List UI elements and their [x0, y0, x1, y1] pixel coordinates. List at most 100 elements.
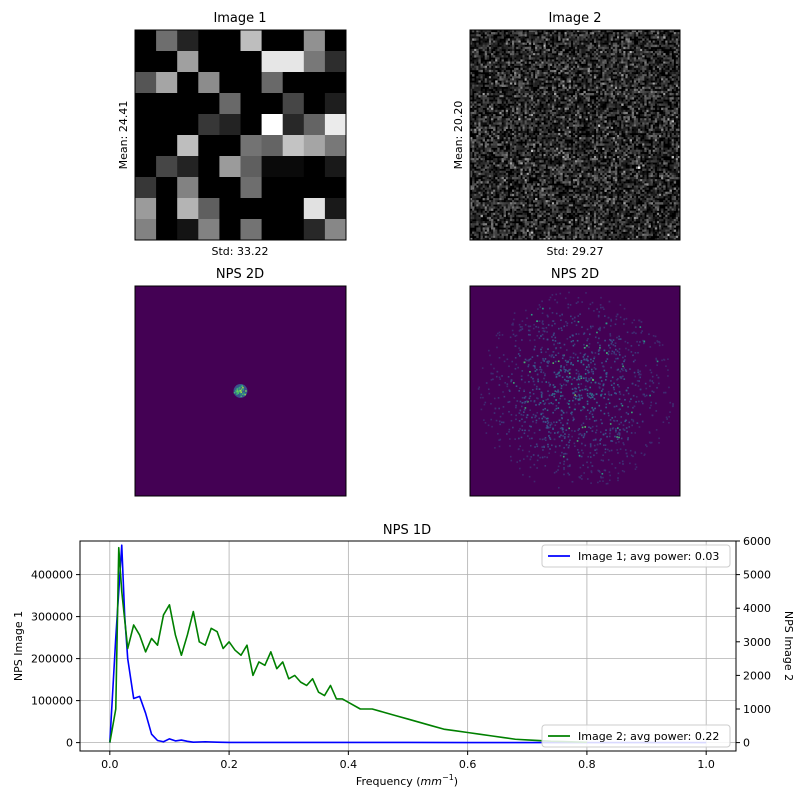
image-2-pixel [638, 160, 641, 163]
image-2-pixel [583, 137, 586, 140]
image-2-pixel [667, 118, 670, 121]
image-2-pixel [589, 109, 593, 113]
image-2-pixel [608, 86, 611, 90]
image-2-pixel [621, 107, 624, 111]
image-2-pixel [501, 135, 504, 138]
image-2-pixel [665, 149, 668, 153]
image-2-pixel [522, 65, 525, 69]
image-2-pixel [663, 109, 666, 113]
image-2-pixel [522, 122, 525, 125]
image-2-pixel [621, 122, 624, 125]
image-2-pixel [577, 63, 580, 66]
image-2-pixel [667, 69, 670, 73]
image-2-pixel [568, 143, 572, 146]
image-2-pixel [539, 84, 542, 87]
image-2-pixel [533, 59, 536, 62]
image-2-pixel [554, 84, 557, 87]
image-2-pixel [554, 57, 557, 60]
image-2-pixel [535, 46, 538, 50]
image-2-pixel [486, 93, 490, 96]
image-2-pixel [652, 111, 656, 115]
image-2-pixel [572, 168, 576, 171]
image-2-pixel [673, 80, 677, 83]
image-2-pixel [629, 141, 632, 144]
image-2-pixel [608, 162, 611, 165]
image-2-pixel [675, 51, 679, 54]
image-2-pixel [633, 86, 637, 90]
image-2-pixel [665, 32, 668, 35]
image-2-pixel [572, 80, 576, 83]
image-2-pixel [627, 46, 630, 50]
image-2-pixel [587, 59, 590, 62]
image-2-pixel [572, 95, 576, 98]
image-2-pixel [541, 166, 544, 169]
image-2-pixel [656, 44, 660, 48]
image-2-pixel [491, 97, 494, 100]
image-2-pixel [650, 109, 653, 113]
image-2-pixel [476, 57, 479, 60]
image-2-pixel [533, 174, 536, 178]
image-2-pixel [638, 137, 641, 140]
image-2-pixel [474, 120, 477, 123]
image-2-pixel [570, 130, 574, 134]
image-2-pixel [631, 145, 635, 148]
image-2-pixel [621, 158, 624, 161]
image-2-pixel [648, 76, 651, 79]
image-2-pixel [556, 139, 559, 142]
image-2-pixel [560, 170, 563, 174]
image-2-pixel [493, 160, 496, 163]
image-2-pixel [623, 101, 626, 104]
image-2-pixel [474, 97, 477, 100]
image-2-pixel [547, 109, 551, 113]
image-2-pixel [617, 61, 620, 64]
image-2-pixel [480, 63, 483, 66]
image-2-pixel [482, 40, 485, 43]
image-2-pixel [533, 105, 536, 108]
image-2-pixel [549, 156, 553, 159]
image-2-pixel [474, 86, 477, 90]
image-2-pixel [631, 116, 635, 119]
image-2-pixel [570, 156, 574, 159]
image-2-pixel [627, 99, 630, 102]
image-2-pixel [625, 69, 628, 73]
image-2-pixel [633, 122, 637, 125]
image-2-pixel [491, 170, 494, 174]
image-2-pixel [568, 40, 572, 43]
image-2-pixel [491, 67, 494, 71]
image-2-pixel [575, 97, 578, 100]
image-2-pixel [499, 88, 502, 92]
image-2-pixel [677, 137, 681, 140]
image-2-pixel [476, 93, 479, 96]
image-2-pixel [619, 166, 622, 169]
image-2-pixel [514, 116, 517, 119]
image-2-pixel [596, 153, 599, 157]
image-2-pixel [625, 51, 628, 54]
image-2-pixel [638, 61, 641, 64]
image-2-pixel [617, 84, 620, 87]
image-2-pixel [545, 149, 548, 153]
image-2-pixel [604, 82, 607, 85]
image-2-pixel [663, 170, 666, 174]
image-2-pixel [581, 164, 584, 167]
image-2-pixel [633, 80, 637, 83]
image-2-pixel [591, 130, 595, 134]
image-2-pixel [667, 170, 670, 174]
image-2-pixel [631, 111, 635, 115]
image-2-pixel [560, 46, 563, 50]
image-2-pixel [600, 32, 603, 35]
image-2-pixel [512, 88, 515, 92]
image-2-pixel [640, 51, 643, 54]
image-2-pixel [671, 135, 674, 138]
image-2-pixel [604, 90, 607, 94]
image-2-pixel [539, 135, 542, 138]
image-2-pixel [614, 69, 618, 73]
image-2-pixel [604, 76, 607, 79]
image-2-pixel [566, 42, 569, 45]
image-2-pixel [577, 80, 580, 83]
image-2-pixel [503, 88, 506, 92]
image-2-pixel [520, 97, 523, 100]
image-2-pixel [520, 88, 523, 92]
image-2-pixel [518, 84, 521, 87]
image-2-pixel [612, 153, 616, 157]
image-2-pixel [608, 170, 611, 174]
